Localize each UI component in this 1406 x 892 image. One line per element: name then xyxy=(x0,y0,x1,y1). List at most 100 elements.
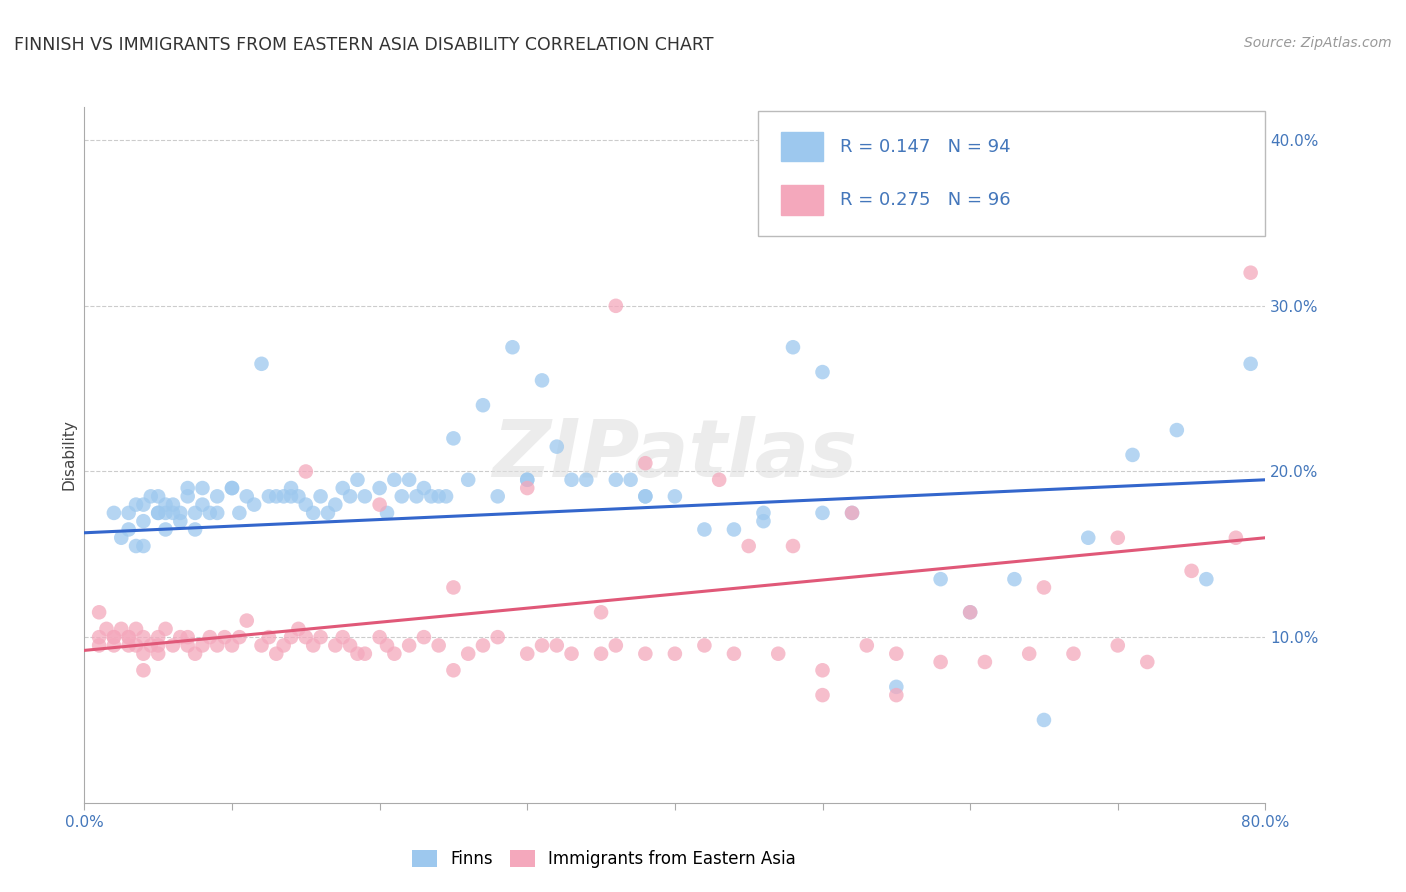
Point xyxy=(856,639,879,653)
Point xyxy=(354,489,377,503)
Point xyxy=(811,663,834,677)
Point xyxy=(139,489,162,503)
Point xyxy=(427,639,450,653)
Point xyxy=(723,647,745,661)
Point xyxy=(375,506,398,520)
Point xyxy=(546,639,568,653)
Point xyxy=(516,473,538,487)
Point xyxy=(531,373,554,387)
Point xyxy=(752,506,775,520)
Point xyxy=(148,506,170,520)
Point xyxy=(1166,423,1188,437)
Point xyxy=(457,473,479,487)
Point xyxy=(191,498,214,512)
Point xyxy=(634,456,657,470)
Point xyxy=(811,365,834,379)
Point xyxy=(752,514,775,528)
Point xyxy=(162,498,184,512)
Point xyxy=(339,639,361,653)
Point xyxy=(162,639,184,653)
Point xyxy=(250,357,273,371)
Point xyxy=(368,498,391,512)
Point xyxy=(516,473,538,487)
Point xyxy=(443,431,465,445)
Point xyxy=(228,506,250,520)
Point xyxy=(457,647,479,661)
Point xyxy=(405,489,427,503)
Point xyxy=(841,506,863,520)
Point xyxy=(309,630,332,644)
Point xyxy=(207,506,229,520)
Point xyxy=(368,481,391,495)
Point xyxy=(434,489,457,503)
Point xyxy=(125,498,148,512)
Point xyxy=(591,605,613,619)
Point xyxy=(132,539,155,553)
Point xyxy=(273,639,295,653)
Point xyxy=(228,630,250,644)
Point xyxy=(295,630,318,644)
Point xyxy=(768,647,790,661)
Point xyxy=(155,498,177,512)
Point xyxy=(1018,647,1040,661)
Point xyxy=(886,688,908,702)
Point xyxy=(1181,564,1204,578)
Point xyxy=(420,489,443,503)
Point xyxy=(516,647,538,661)
Point xyxy=(125,539,148,553)
Point xyxy=(221,481,243,495)
Point xyxy=(169,506,191,520)
Point xyxy=(184,647,207,661)
Point xyxy=(974,655,997,669)
Point xyxy=(87,605,111,619)
Point xyxy=(280,489,302,503)
Point xyxy=(664,489,686,503)
Text: Source: ZipAtlas.com: Source: ZipAtlas.com xyxy=(1244,36,1392,50)
Point xyxy=(207,489,229,503)
Point xyxy=(1107,531,1129,545)
Point xyxy=(316,506,339,520)
Point xyxy=(443,663,465,677)
Point xyxy=(413,630,436,644)
Point xyxy=(531,639,554,653)
Point xyxy=(118,639,141,653)
Point xyxy=(605,299,627,313)
Point xyxy=(87,639,111,653)
Point xyxy=(723,523,745,537)
Point xyxy=(811,688,834,702)
Point xyxy=(346,473,368,487)
Point xyxy=(118,630,141,644)
Point xyxy=(198,506,221,520)
Point xyxy=(332,481,354,495)
Point xyxy=(302,506,325,520)
Point xyxy=(132,630,155,644)
Point xyxy=(110,622,132,636)
Point xyxy=(280,481,302,495)
Point xyxy=(87,630,111,644)
Point xyxy=(959,605,981,619)
Point xyxy=(155,622,177,636)
Point xyxy=(443,581,465,595)
Point xyxy=(811,506,834,520)
Point xyxy=(243,498,266,512)
Point xyxy=(236,614,259,628)
Point xyxy=(250,639,273,653)
Point xyxy=(132,498,155,512)
Point xyxy=(1195,572,1218,586)
Point xyxy=(139,639,162,653)
Point xyxy=(295,498,318,512)
Point xyxy=(398,473,420,487)
Point xyxy=(148,506,170,520)
Point xyxy=(346,647,368,661)
Point xyxy=(413,481,436,495)
Point xyxy=(634,647,657,661)
Point xyxy=(1240,357,1263,371)
Point xyxy=(221,481,243,495)
Point xyxy=(709,473,731,487)
Point xyxy=(302,639,325,653)
FancyBboxPatch shape xyxy=(758,111,1265,235)
Point xyxy=(391,489,413,503)
Point xyxy=(605,639,627,653)
Point xyxy=(325,498,347,512)
Point xyxy=(1033,581,1056,595)
